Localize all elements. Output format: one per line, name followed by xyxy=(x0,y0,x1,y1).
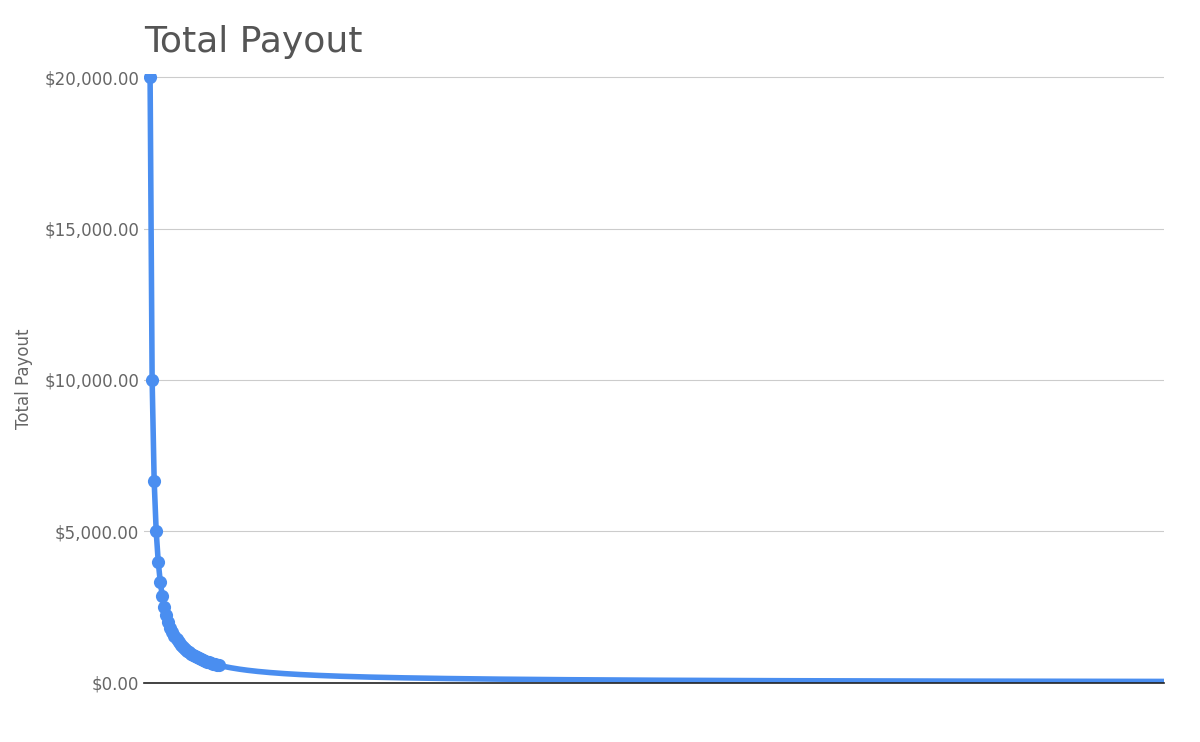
Point xyxy=(185,651,204,663)
Point xyxy=(157,609,176,621)
Point xyxy=(204,658,223,670)
Point xyxy=(143,374,162,386)
Point xyxy=(196,655,215,667)
Point xyxy=(187,651,206,663)
Point xyxy=(175,643,194,655)
Point xyxy=(155,601,174,613)
Point xyxy=(190,652,209,664)
Point xyxy=(170,639,190,651)
Point xyxy=(173,641,192,653)
Point xyxy=(163,626,182,638)
Point xyxy=(202,657,221,669)
Point xyxy=(158,616,178,628)
Point xyxy=(210,660,229,672)
Y-axis label: Total Payout: Total Payout xyxy=(16,328,34,429)
Point xyxy=(191,654,210,666)
Point xyxy=(152,590,172,602)
Point xyxy=(167,634,186,646)
Point xyxy=(184,649,203,661)
Point xyxy=(193,654,212,666)
Point xyxy=(199,657,218,669)
Point xyxy=(161,622,180,634)
Point xyxy=(144,475,163,487)
Point xyxy=(197,656,216,668)
Point xyxy=(146,525,166,537)
Point xyxy=(179,646,198,658)
Point xyxy=(178,645,197,657)
Text: Total Payout: Total Payout xyxy=(144,25,362,59)
Point xyxy=(169,637,188,649)
Point xyxy=(151,576,170,588)
Point xyxy=(140,71,160,83)
Point xyxy=(208,659,227,671)
Point xyxy=(164,630,184,642)
Point xyxy=(149,556,168,568)
Point xyxy=(181,648,200,660)
Point xyxy=(205,658,224,670)
